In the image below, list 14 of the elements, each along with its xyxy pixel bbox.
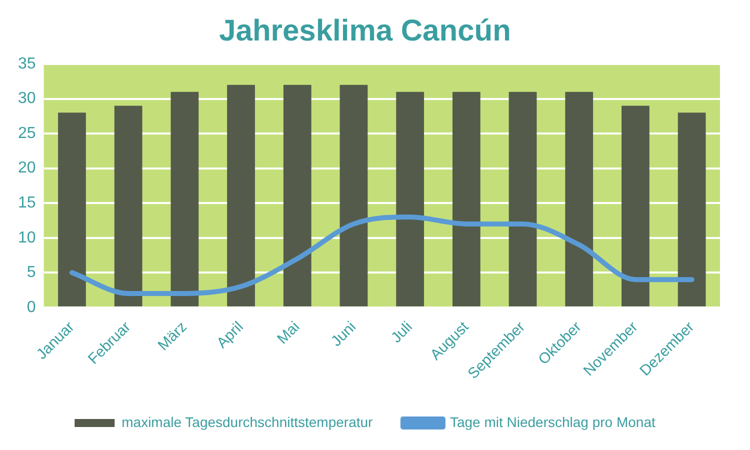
y-tick-label: 20 [18, 160, 36, 177]
y-tick-label: 0 [26, 298, 36, 316]
y-tick-label: 35 [18, 55, 36, 72]
x-tick-label: Juli [388, 318, 416, 346]
y-tick-label: 5 [26, 264, 36, 282]
y-tick-label: 15 [18, 194, 36, 212]
chart-title: Jahresklima Cancún [219, 14, 511, 48]
x-tick-label: Mai [274, 318, 304, 348]
legend-label: maximale Tagesdurchschnittstemperatur [122, 414, 374, 430]
y-tick-label: 30 [18, 90, 36, 108]
legend-label: Tage mit Niederschlag pro Monat [450, 414, 656, 430]
y-tick-label: 10 [18, 229, 36, 246]
y-tick-label: 25 [18, 124, 36, 142]
x-tick-label: Juni [328, 318, 360, 350]
